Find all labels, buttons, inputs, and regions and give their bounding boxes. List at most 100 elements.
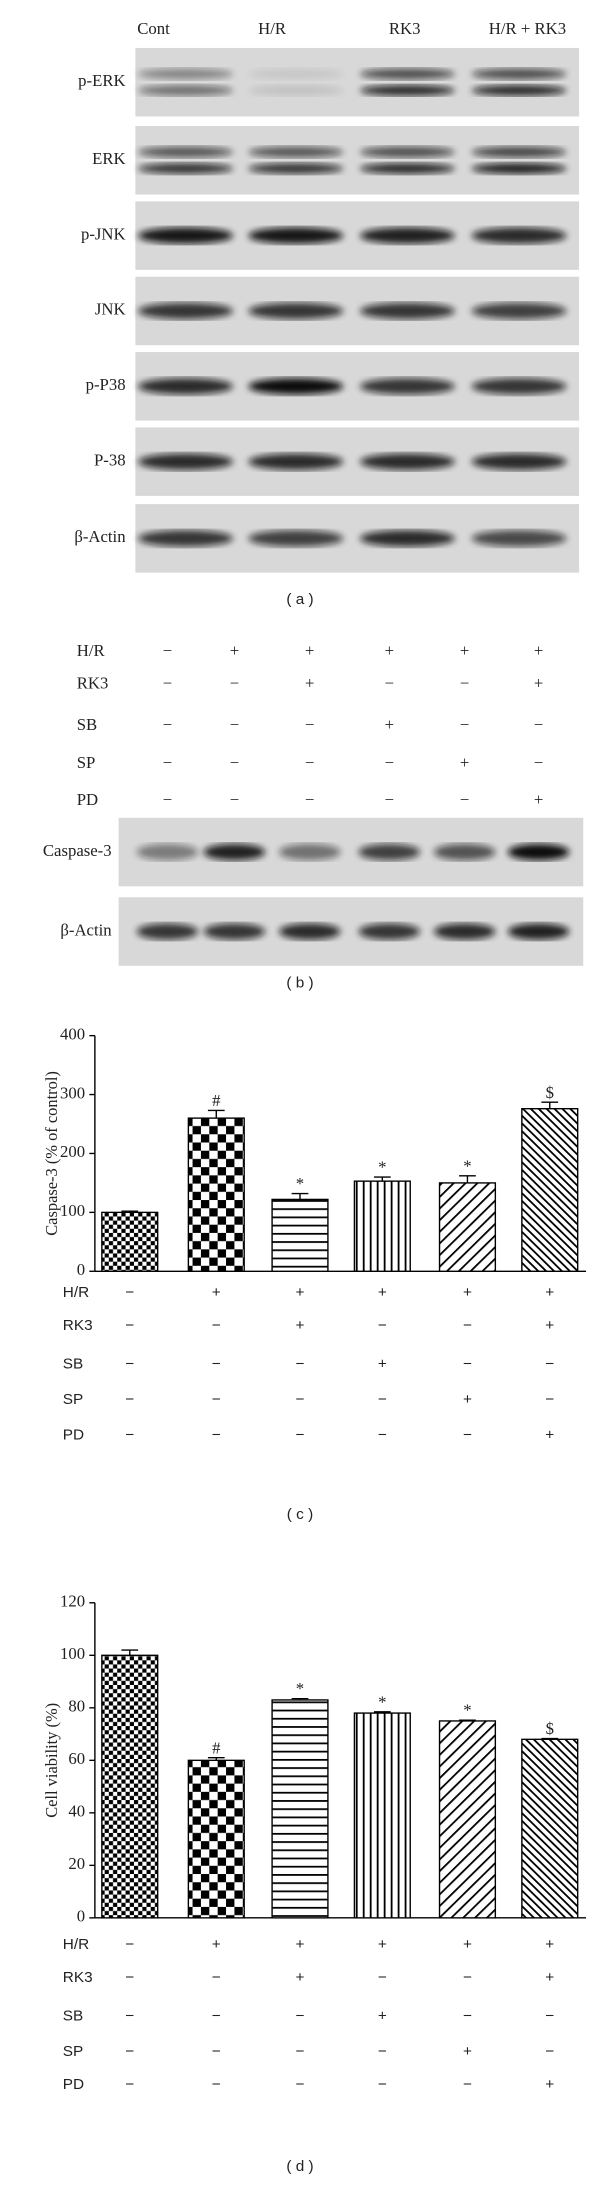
band — [433, 843, 496, 861]
y-tick-label: 100 — [60, 1644, 85, 1663]
error-bar — [207, 1109, 225, 1119]
condition-sign: − — [378, 2076, 387, 2093]
bar — [438, 1720, 497, 1919]
annotation: * — [463, 1701, 471, 1720]
band — [360, 530, 455, 547]
bar — [521, 1108, 579, 1272]
band — [279, 843, 341, 861]
band — [360, 302, 455, 320]
band — [248, 378, 344, 395]
band — [138, 530, 234, 547]
condition-sign: + — [534, 641, 543, 660]
bar — [521, 1738, 579, 1919]
band — [471, 146, 567, 158]
condition-sign: − — [125, 1284, 134, 1301]
column-label: RK3 — [389, 19, 421, 38]
condition-sign: − — [125, 1391, 134, 1408]
band — [507, 843, 570, 861]
band — [471, 227, 567, 244]
condition-sign: − — [163, 790, 172, 809]
condition-sign: − — [305, 753, 314, 772]
condition-sign: − — [460, 674, 469, 693]
condition-label: SB — [63, 1356, 83, 1373]
condition-label: SP — [77, 753, 96, 772]
annotation: $ — [546, 1083, 554, 1102]
y-tick-label: 20 — [68, 1854, 85, 1873]
y-axis-label: Caspase-3 (% of control) — [42, 1071, 61, 1236]
band — [471, 163, 567, 174]
band — [248, 530, 344, 547]
band — [138, 68, 234, 80]
y-tick-label: 80 — [68, 1697, 85, 1716]
condition-sign: + — [378, 1356, 387, 1373]
bar — [187, 1117, 245, 1272]
condition-sign: − — [378, 1317, 387, 1334]
bar — [438, 1182, 497, 1272]
condition-sign: − — [545, 2043, 554, 2060]
condition-label: PD — [63, 2076, 84, 2093]
condition-sign: − — [125, 1969, 134, 1986]
condition-sign: − — [125, 2043, 134, 2060]
blot — [135, 126, 580, 195]
band — [248, 453, 344, 470]
band — [360, 68, 455, 80]
condition-sign: − — [463, 1427, 472, 1444]
condition-sign: − — [385, 790, 394, 809]
band — [248, 84, 344, 96]
condition-sign: − — [163, 674, 172, 693]
condition-sign: − — [125, 2008, 134, 2025]
condition-sign: − — [212, 1356, 221, 1373]
band — [248, 146, 344, 158]
y-tick-label: 0 — [77, 1260, 85, 1279]
annotation: * — [296, 1679, 304, 1698]
condition-sign: − — [212, 1317, 221, 1334]
condition-label: SB — [77, 715, 97, 734]
y-tick-label: 60 — [68, 1749, 85, 1768]
band — [138, 227, 234, 244]
condition-label: RK3 — [63, 1969, 93, 1986]
condition-label: H/R — [63, 1936, 89, 1953]
band — [358, 923, 420, 940]
condition-sign: − — [545, 1356, 554, 1373]
condition-sign: + — [460, 641, 469, 660]
error-bar — [207, 1757, 225, 1761]
error-bar — [121, 1649, 139, 1656]
error-bar — [459, 1719, 476, 1721]
condition-sign: + — [534, 790, 543, 809]
condition-sign: − — [163, 715, 172, 734]
band — [360, 378, 455, 395]
caption: ( a ) — [286, 591, 313, 608]
condition-sign: + — [212, 1284, 221, 1301]
annotation: $ — [546, 1719, 554, 1738]
condition-sign: + — [460, 753, 469, 772]
condition-sign: − — [378, 1427, 387, 1444]
condition-sign: + — [463, 1936, 472, 1953]
band — [360, 453, 455, 470]
band — [433, 923, 496, 940]
error-bar — [373, 1176, 391, 1182]
condition-sign: − — [463, 1317, 472, 1334]
error-bar — [291, 1192, 309, 1200]
condition-sign: − — [385, 753, 394, 772]
y-tick-label: 300 — [60, 1083, 85, 1102]
condition-sign: − — [534, 715, 543, 734]
row-label: ERK — [92, 149, 125, 168]
condition-sign: − — [230, 715, 239, 734]
condition-sign: + — [230, 641, 239, 660]
condition-sign: − — [545, 1391, 554, 1408]
condition-label: H/R — [63, 1284, 89, 1301]
condition-sign: + — [305, 674, 314, 693]
y-tick-label: 120 — [60, 1592, 85, 1611]
condition-sign: − — [230, 790, 239, 809]
condition-sign: + — [212, 1936, 221, 1953]
condition-sign: − — [534, 753, 543, 772]
condition-sign: + — [545, 1284, 554, 1301]
condition-sign: − — [212, 1969, 221, 1986]
y-axis-label: Cell viability (%) — [42, 1703, 61, 1818]
row-label: β-Actin — [60, 920, 112, 939]
bar — [353, 1180, 411, 1272]
condition-sign: + — [296, 1969, 305, 1986]
condition-sign: + — [296, 1317, 305, 1334]
condition-sign: − — [212, 1427, 221, 1444]
